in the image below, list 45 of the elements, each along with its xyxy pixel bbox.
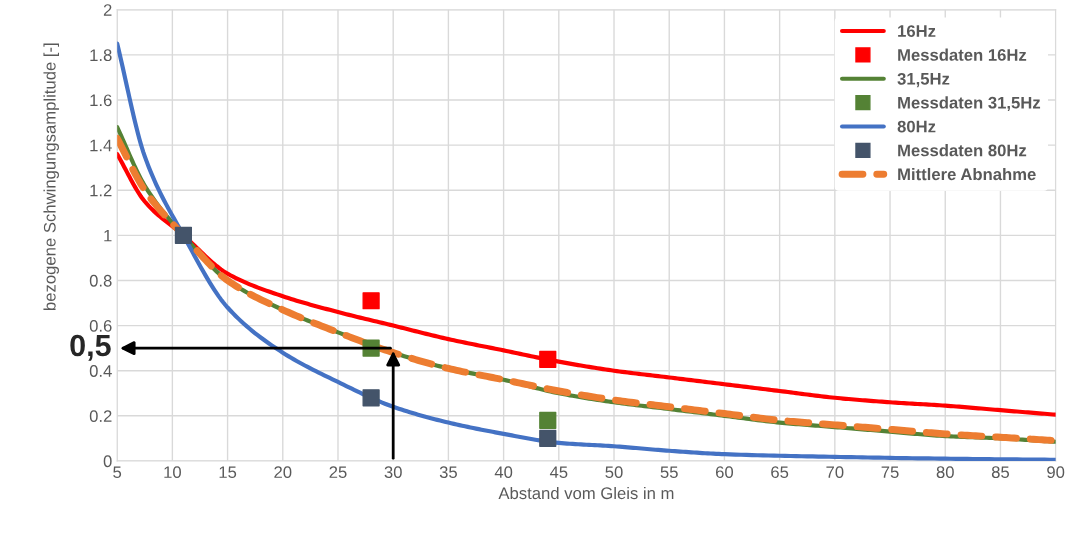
y-axis-title: bezogene Schwingungsamplitude [-] — [43, 43, 59, 310]
legend-label: Messdaten 16Hz — [898, 48, 1027, 61]
x-tick-label: 60 — [716, 466, 734, 479]
x-tick-label: 70 — [826, 466, 844, 479]
legend-label: 16Hz — [898, 25, 936, 37]
y-tick-label: 0.8 — [89, 274, 112, 287]
x-tick-label: 55 — [660, 466, 678, 479]
point — [362, 292, 380, 310]
legend-label: 80Hz — [897, 120, 936, 133]
x-tick-label: 15 — [219, 466, 237, 479]
point — [362, 389, 380, 407]
x-tick-label: 30 — [384, 466, 402, 479]
x-tick-label: 40 — [494, 466, 513, 479]
y-tick-label: 0.6 — [89, 319, 112, 332]
x-tick-label: 20 — [274, 466, 292, 479]
y-tick-label: 1.6 — [90, 94, 112, 107]
x-tick-label: 65 — [771, 466, 789, 479]
x-tick-label: 25 — [329, 466, 347, 479]
annotation: 0,5 — [70, 334, 111, 361]
point — [539, 350, 557, 369]
x-tick-label: 80 — [936, 466, 954, 479]
legend-label: Messdaten 31,5Hz — [898, 96, 1041, 112]
point — [539, 429, 557, 447]
x-axis-title: Abstand vom Gleis in m — [498, 486, 674, 500]
legend-label: 31,5Hz — [897, 72, 950, 88]
legend-label: Messdaten 80Hz — [898, 144, 1027, 157]
y-tick-label: 1.8 — [90, 49, 112, 62]
x-tick-label: 35 — [439, 466, 457, 479]
y-tick-label: 1 — [104, 229, 112, 242]
x-tick-label: 50 — [605, 466, 623, 479]
x-tick-label: 10 — [164, 466, 181, 479]
x-tick-label: 45 — [549, 466, 568, 479]
y-tick-label: 1.4 — [90, 139, 112, 152]
x-tick-label: 75 — [881, 466, 899, 479]
point — [539, 411, 557, 429]
legend-label: Mittlere Abnahme — [898, 167, 1036, 181]
x-tick-label: 85 — [991, 466, 1010, 479]
y-tick-label: 2 — [103, 4, 112, 16]
point — [174, 226, 193, 244]
y-tick-label: 0.2 — [89, 410, 112, 423]
y-tick-label: 0 — [103, 455, 112, 468]
x-tick-label: 90 — [1047, 466, 1065, 479]
y-tick-label: 0.4 — [89, 365, 112, 377]
x-tick-label: 5 — [113, 466, 122, 479]
y-tick-label: 1.2 — [90, 184, 112, 197]
